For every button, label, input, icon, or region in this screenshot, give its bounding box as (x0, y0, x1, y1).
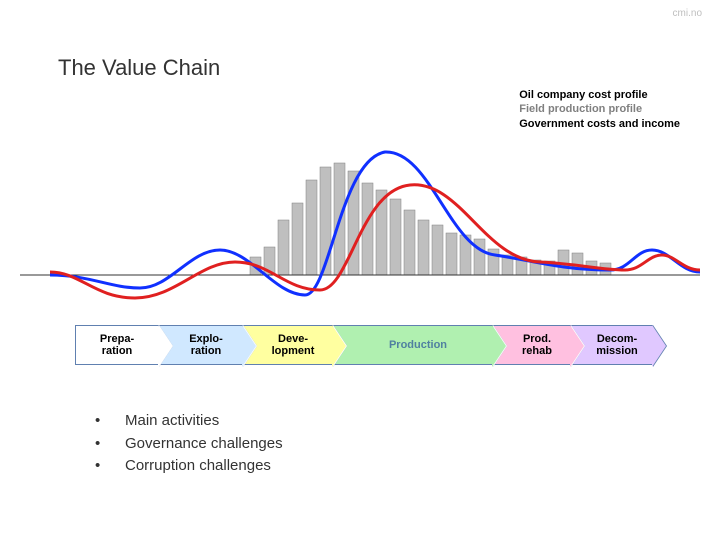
bullet-list: • Main activities • Governance challenges • C… (95, 410, 283, 478)
bullet-dot: • (95, 410, 103, 433)
bullet-text: Governance challenges (125, 433, 283, 456)
stage-label: Explo- ration (179, 333, 223, 357)
bullet-dot: • (95, 433, 103, 456)
bar (306, 180, 317, 275)
bar (418, 220, 429, 275)
bullet-dot: • (95, 455, 103, 478)
stage-label: Decom- mission (586, 333, 638, 357)
bullet-row: • Main activities (95, 410, 283, 433)
stage-label: Prod. rehab (512, 333, 552, 357)
page-title: The Value Chain (58, 55, 220, 81)
bar (474, 239, 485, 275)
bar (446, 233, 457, 275)
bar (404, 210, 415, 275)
chart (20, 120, 700, 305)
bullet-text: Main activities (125, 410, 219, 433)
legend-line-1: Oil company cost profile (519, 88, 680, 102)
bar (432, 225, 443, 275)
bullet-text: Corruption challenges (125, 455, 271, 478)
bullet-row: • Governance challenges (95, 433, 283, 456)
watermark: cmi.no (673, 8, 702, 19)
stage-label: Prepa- ration (100, 333, 134, 357)
gov-cost-curve (50, 185, 700, 298)
stage-label: Deve- lopment (262, 333, 315, 357)
legend-line-2: Field production profile (519, 102, 680, 116)
stage-2: Deve- lopment (243, 325, 333, 365)
stage-label: Production (379, 339, 447, 351)
bar (292, 203, 303, 275)
stages-row: Prepa- ration Explo- ration Deve- lopment P… (75, 325, 695, 375)
bullet-row: • Corruption challenges (95, 455, 283, 478)
bar (390, 199, 401, 275)
bar (278, 220, 289, 275)
stage-3: Production (333, 325, 493, 365)
stage-0: Prepa- ration (75, 325, 159, 365)
